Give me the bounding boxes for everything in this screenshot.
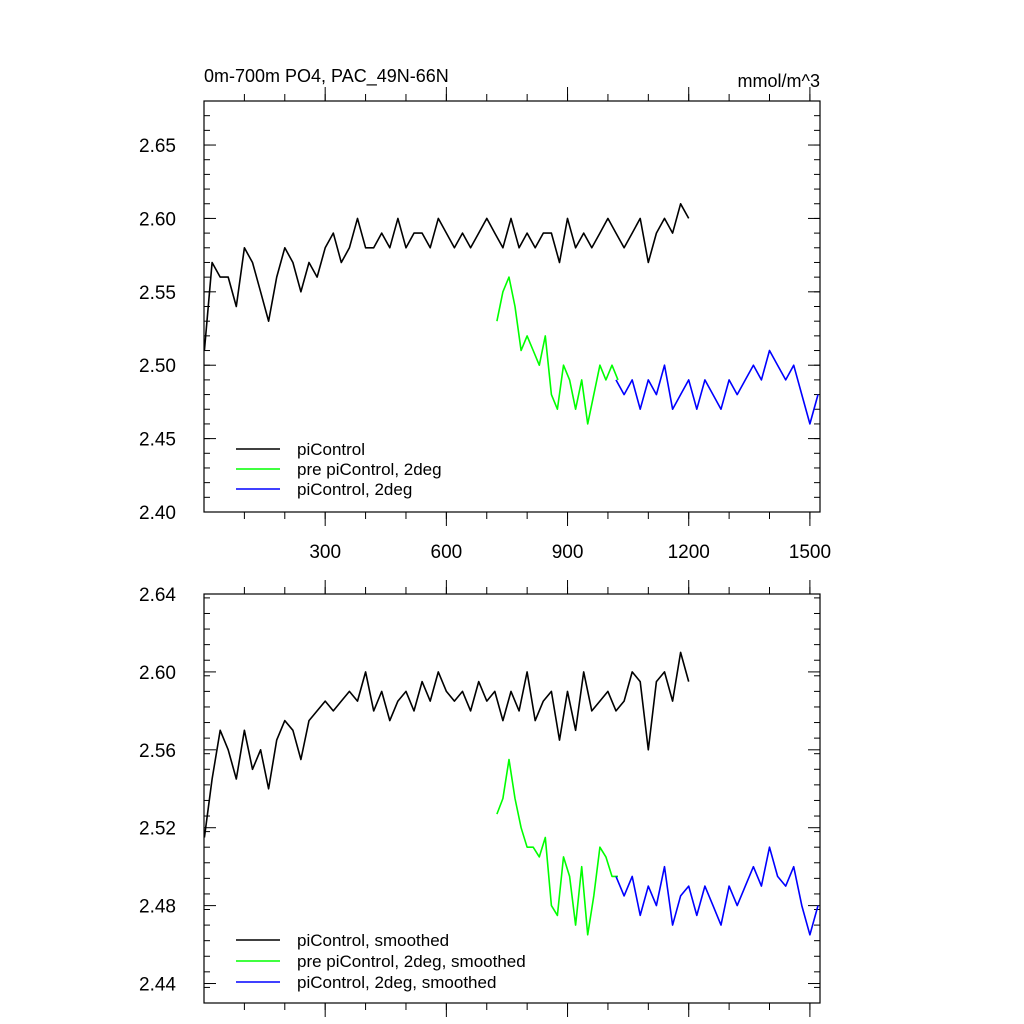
y-tick-label: 2.48	[139, 897, 176, 918]
legend-label: pre piControl, 2deg, smoothed	[297, 952, 526, 971]
legend-label: pre piControl, 2deg	[297, 460, 442, 479]
legend-label: piControl	[297, 440, 365, 459]
series-line-1	[203, 651, 690, 838]
y-tick-label: 2.60	[139, 663, 176, 684]
plot-frame	[203, 593, 821, 1004]
y-tick-label: 2.55	[139, 283, 176, 304]
x-tick-label: 600	[431, 542, 463, 563]
series-line-2	[496, 758, 618, 936]
x-tick-label: 1500	[789, 542, 831, 563]
series-line-1	[203, 203, 690, 351]
y-tick-label: 2.40	[139, 503, 176, 524]
x-tick-label: 900	[552, 542, 584, 563]
top-panel: 2.40 2.45 2.50 2.55 2.60 2.65 300 600 900 1200 150…	[139, 87, 831, 563]
x-tick-label: 300	[309, 542, 341, 563]
y-tick-label: 2.50	[139, 356, 176, 377]
series-line-2	[496, 276, 619, 425]
x-tick-label: 1200	[668, 542, 710, 563]
bottom-panel: 2.44 2.48 2.52 2.56 2.60 2.64 piControl, smoot…	[139, 580, 821, 1017]
chart-title: 0m-700m PO4, PAC_49N-66N	[204, 66, 449, 87]
y-tick-label: 2.65	[139, 136, 176, 157]
legend-label: piControl, 2deg	[297, 480, 412, 499]
legend-label: piControl, smoothed	[297, 931, 449, 950]
y-tick-label: 2.56	[139, 741, 176, 762]
chart-units: mmol/m^3	[738, 71, 820, 91]
y-tick-label: 2.60	[139, 209, 176, 230]
series-line-3	[615, 846, 819, 936]
y-tick-label: 2.45	[139, 430, 176, 451]
y-tick-label: 2.44	[139, 975, 176, 996]
legend-label: piControl, 2deg, smoothed	[297, 973, 496, 992]
y-tick-label: 2.64	[139, 585, 176, 606]
y-tick-label: 2.52	[139, 819, 176, 840]
series-line-3	[615, 349, 819, 425]
